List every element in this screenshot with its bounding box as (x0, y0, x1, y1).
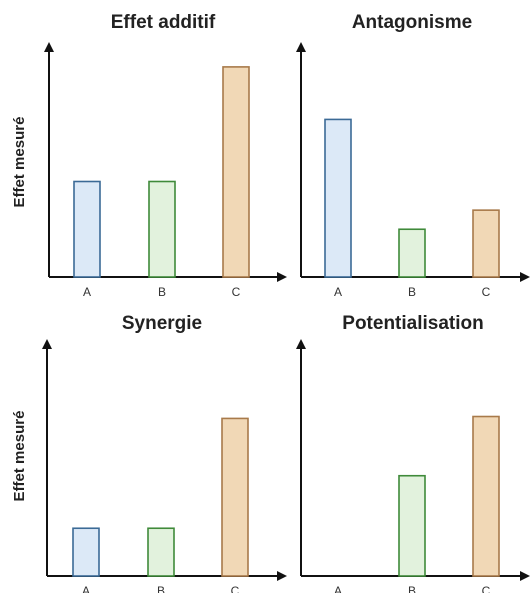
bar-b (148, 180, 176, 278)
panel-potentialisation: Potentialisation A B C (296, 313, 530, 593)
panel-effet-additif: Effet additif Effet mesuré A B C (11, 12, 287, 299)
y-axis-arrow-icon (42, 339, 52, 349)
y-axis-arrow-icon (44, 42, 54, 52)
x-tick-label: C (482, 285, 491, 299)
x-tick-label: B (157, 584, 165, 593)
y-axis-label: Effet mesuré (11, 411, 28, 502)
x-axis-arrow-icon (277, 272, 287, 282)
x-tick-label: A (334, 285, 342, 299)
bar-b (398, 228, 426, 278)
x-axis-arrow-icon (520, 571, 530, 581)
panel-title: Potentialisation (342, 313, 483, 334)
bar-c (221, 417, 249, 577)
bar-b (147, 527, 175, 577)
bar-a (72, 527, 100, 577)
panel-synergie: Synergie Effet mesuré A B C (11, 313, 287, 593)
y-axis-arrow-icon (296, 42, 306, 52)
panel-title: Effet additif (111, 12, 216, 33)
x-tick-label: A (83, 285, 91, 299)
x-axis-arrow-icon (277, 571, 287, 581)
y-axis-arrow-icon (296, 339, 306, 349)
bar-c (472, 415, 500, 577)
x-tick-label: C (231, 584, 240, 593)
x-tick-label: B (408, 285, 416, 299)
bar-c (472, 209, 500, 278)
x-tick-label: A (334, 584, 342, 593)
bar-a (73, 180, 101, 278)
bar-a (324, 118, 352, 278)
panel-antagonisme: Antagonisme A B C (296, 12, 530, 299)
x-tick-label: C (232, 285, 241, 299)
x-tick-label: C (482, 584, 491, 593)
panel-title: Synergie (122, 313, 202, 334)
y-axis-label: Effet mesuré (11, 117, 28, 208)
bar-b (398, 474, 426, 577)
panel-title: Antagonisme (352, 12, 472, 33)
x-tick-label: B (408, 584, 416, 593)
bar-c (222, 66, 250, 278)
x-tick-label: A (82, 584, 90, 593)
x-axis-arrow-icon (520, 272, 530, 282)
x-tick-label: B (158, 285, 166, 299)
